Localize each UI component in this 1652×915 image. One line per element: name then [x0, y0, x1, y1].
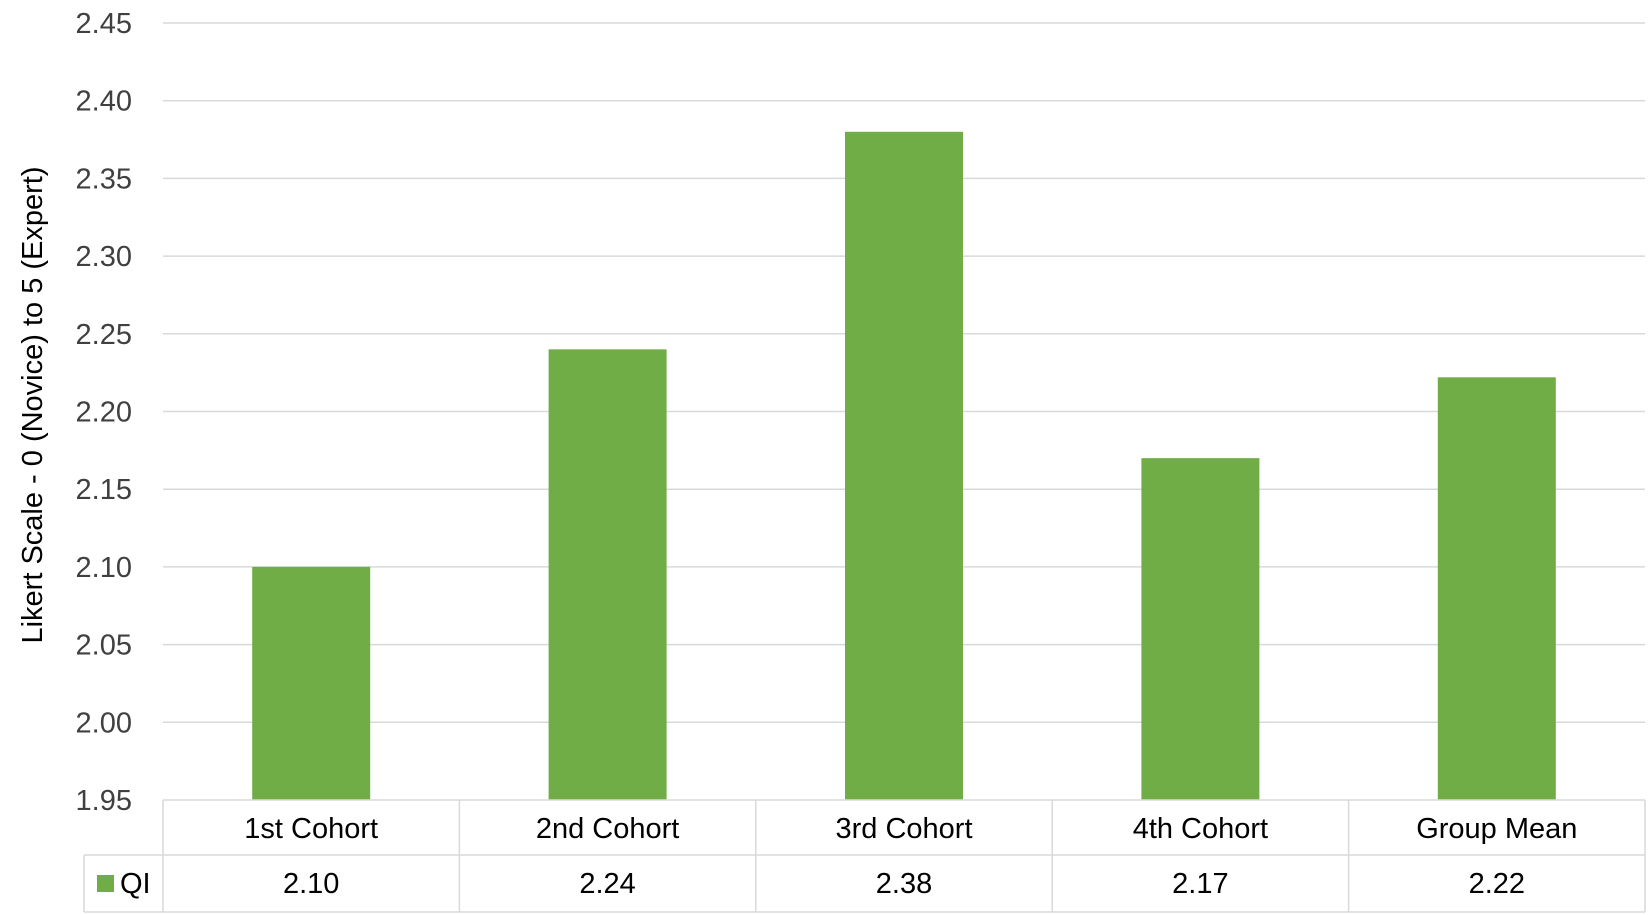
y-tick-label: 2.15	[76, 474, 132, 506]
data-table: 1st Cohort 2nd Cohort 3rd Cohort 4th Cohort…	[83, 799, 1646, 913]
bars	[252, 131, 1556, 800]
x-category-label: 1st Cohort	[244, 813, 378, 845]
y-tick-label: 2.35	[76, 163, 132, 195]
y-tick-label: 2.45	[76, 8, 132, 40]
y-tick-label: 2.40	[76, 86, 132, 118]
bar	[1141, 458, 1260, 800]
y-tick-label: 2.10	[76, 552, 132, 584]
bar	[1437, 377, 1556, 800]
y-tick-label: 1.95	[76, 785, 132, 817]
data-label: 2.24	[579, 868, 635, 900]
legend-label: QI	[120, 868, 151, 900]
y-axis-title: Likert Scale - 0 (Novice) to 5 (Expert)	[17, 166, 49, 643]
y-tick-label: 2.25	[76, 319, 132, 351]
y-tick-label: 2.30	[76, 241, 132, 273]
x-category-label: 3rd Cohort	[835, 813, 972, 845]
data-label: 2.38	[876, 868, 932, 900]
y-axis-ticks: 1.95 2.00 2.05 2.10 2.15 2.20 2.25 2.30 2.35 2.40…	[76, 8, 132, 817]
legend-swatch	[97, 875, 114, 892]
data-label: 2.22	[1469, 868, 1525, 900]
x-category-label: Group Mean	[1416, 813, 1577, 845]
x-category-label: 4th Cohort	[1133, 813, 1268, 845]
data-label: 2.10	[283, 868, 339, 900]
bar	[252, 566, 371, 800]
data-label: 2.17	[1172, 868, 1228, 900]
x-category-label: 2nd Cohort	[536, 813, 680, 845]
bar	[548, 349, 667, 800]
y-tick-label: 2.00	[76, 707, 132, 739]
y-tick-label: 2.20	[76, 397, 132, 429]
bar	[845, 131, 963, 800]
y-tick-label: 2.05	[76, 630, 132, 662]
